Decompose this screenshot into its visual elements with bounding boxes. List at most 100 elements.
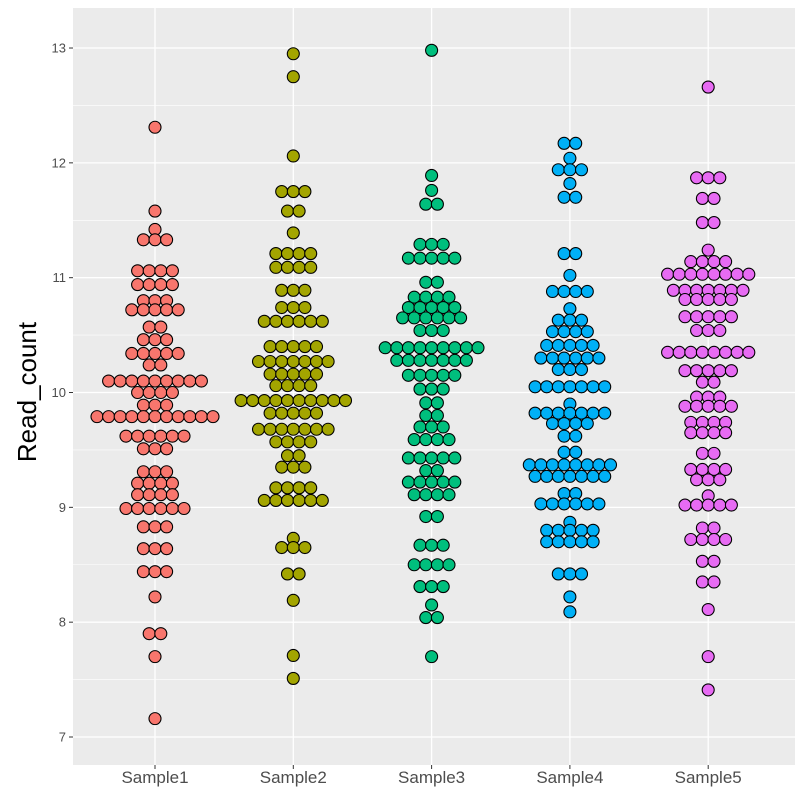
data-point-sample5 — [684, 345, 698, 359]
data-point-sample5 — [695, 446, 709, 460]
data-point-sample5 — [701, 310, 715, 324]
data-point-sample4 — [586, 380, 600, 394]
data-point-sample5 — [678, 399, 692, 413]
y-tick-label: 10 — [52, 385, 66, 400]
data-point-sample1 — [165, 429, 179, 443]
data-point-sample3 — [425, 237, 439, 251]
data-point-sample1 — [148, 204, 162, 218]
data-point-sample4 — [598, 380, 612, 394]
data-point-sample4 — [574, 469, 589, 483]
data-point-sample1 — [148, 565, 162, 579]
y-tick-label: 9 — [59, 500, 66, 515]
data-point-sample1 — [171, 410, 185, 424]
data-point-sample3 — [419, 396, 433, 410]
data-point-sample3 — [425, 382, 439, 396]
data-point-sample4 — [551, 380, 565, 394]
data-point-sample5 — [701, 292, 715, 307]
data-point-sample4 — [598, 469, 612, 483]
data-point-sample4 — [540, 338, 554, 352]
data-point-sample1 — [136, 333, 150, 347]
data-point-sample1 — [125, 303, 139, 317]
data-point-sample3 — [436, 341, 450, 355]
data-point-sample4 — [574, 523, 589, 537]
data-point-sample2 — [327, 393, 341, 408]
data-point-sample4 — [540, 469, 554, 483]
data-point-sample2 — [280, 314, 295, 328]
data-point-sample3 — [425, 650, 439, 664]
data-point-sample2 — [275, 185, 289, 199]
data-point-sample4 — [545, 284, 560, 299]
data-point-sample4 — [563, 176, 577, 191]
data-point-sample4 — [551, 338, 565, 352]
data-point-sample5 — [713, 399, 727, 413]
data-point-sample4 — [551, 567, 565, 581]
data-point-sample3 — [419, 433, 433, 447]
data-point-sample5 — [713, 171, 727, 185]
data-point-sample5 — [707, 446, 721, 460]
data-point-sample1 — [148, 520, 162, 534]
data-point-sample4 — [551, 163, 565, 177]
data-point-sample5 — [695, 267, 709, 281]
data-point-sample2 — [292, 247, 306, 261]
data-point-sample4 — [528, 469, 542, 483]
data-point-sample2 — [286, 354, 300, 369]
data-point-sample2 — [315, 493, 329, 508]
data-point-sample3 — [413, 251, 427, 265]
data-point-sample1 — [148, 650, 162, 664]
data-point-sample5 — [719, 426, 733, 440]
data-point-sample4 — [569, 325, 583, 339]
data-point-sample5 — [695, 375, 709, 389]
data-point-sample3 — [419, 464, 433, 478]
data-point-sample5 — [724, 292, 738, 307]
data-point-sample3 — [413, 341, 427, 355]
data-point-sample2 — [275, 406, 289, 420]
data-point-sample2 — [275, 540, 289, 555]
data-point-sample4 — [563, 313, 577, 327]
data-point-sample4 — [569, 136, 583, 150]
data-point-sample2 — [275, 354, 289, 369]
data-point-sample1 — [142, 264, 156, 278]
data-point-sample4 — [557, 351, 571, 365]
data-point-sample2 — [292, 379, 306, 393]
data-point-sample4 — [563, 523, 577, 537]
data-point-sample4 — [569, 351, 583, 365]
data-point-sample1 — [194, 410, 208, 424]
data-point-sample4 — [563, 380, 577, 394]
data-point-sample4 — [540, 523, 554, 537]
data-point-sample2 — [304, 481, 318, 495]
data-point-sample3 — [425, 323, 439, 338]
data-point-sample2 — [286, 648, 300, 663]
data-point-sample3 — [430, 509, 444, 524]
data-point-sample1 — [142, 278, 156, 292]
data-point-sample1 — [125, 346, 139, 361]
data-point-sample3 — [425, 251, 439, 265]
data-point-sample3 — [448, 341, 462, 355]
data-point-sample4 — [586, 338, 600, 352]
data-point-sample2 — [263, 406, 277, 420]
data-point-sample1 — [131, 278, 145, 292]
data-point-sample5 — [719, 462, 733, 476]
data-point-sample1 — [136, 398, 150, 412]
data-point-sample3 — [436, 420, 450, 434]
data-point-sample2 — [280, 247, 295, 261]
data-point-sample5 — [695, 426, 709, 440]
data-point-sample2 — [280, 379, 295, 393]
data-point-sample1 — [131, 385, 145, 400]
data-point-sample2 — [275, 367, 289, 381]
data-point-sample1 — [142, 429, 156, 443]
data-point-sample2 — [275, 300, 289, 315]
data-point-sample1 — [148, 465, 162, 479]
data-point-sample3 — [448, 300, 462, 315]
data-point-sample5 — [707, 267, 721, 281]
data-point-sample3 — [425, 368, 439, 382]
data-point-sample3 — [425, 168, 439, 183]
data-point-sample4 — [557, 284, 571, 299]
data-point-sample2 — [292, 314, 306, 328]
data-point-sample5 — [701, 243, 715, 257]
data-point-sample4 — [563, 163, 577, 177]
data-point-sample2 — [234, 393, 248, 408]
data-point-sample2 — [280, 393, 295, 408]
data-point-sample1 — [131, 264, 145, 278]
data-point-sample4 — [574, 362, 589, 377]
data-point-sample4 — [551, 469, 565, 483]
